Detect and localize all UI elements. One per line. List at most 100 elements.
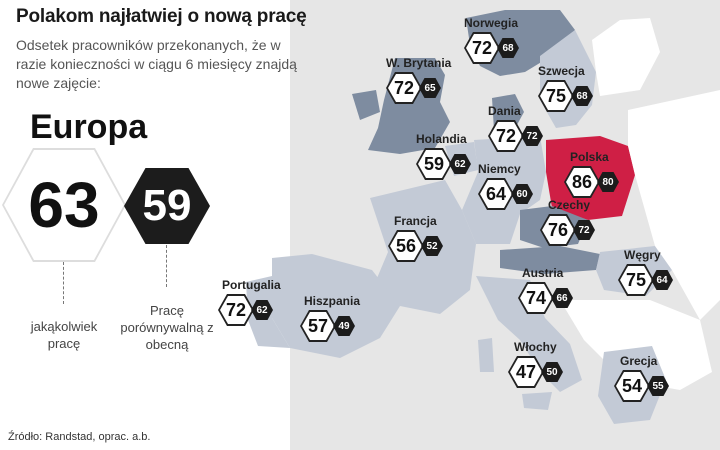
any-job-hexagon: 57 [300,310,336,342]
any-job-value: 72 [490,122,522,150]
comparable-job-value: 50 [541,362,563,382]
country-netherlands: Holandia 59 62 [416,132,471,180]
any-job-value: 64 [480,180,512,208]
comparable-job-value: 55 [647,376,669,396]
comparable-job-value: 62 [449,154,471,174]
country-name: Austria [522,266,564,280]
any-job-value: 72 [466,34,498,62]
country-values: 72 68 [464,32,519,64]
any-job-hexagon: 54 [614,370,650,402]
country-values: 72 65 [386,72,451,104]
country-name: Norwegia [464,16,519,30]
country-portugal: Portugalia 72 62 [218,278,281,326]
country-values: 74 66 [518,282,573,314]
country-values: 57 49 [300,310,360,342]
country-poland: Polska 86 80 [564,150,619,198]
any-job-value: 72 [220,296,252,324]
comparable-job-value: 72 [573,220,595,240]
country-czechia: Czechy 76 72 [540,198,595,246]
country-norway: Norwegia 72 68 [464,16,519,64]
europe-label: Europa [30,108,148,146]
comparable-job-value: 60 [511,184,533,204]
country-values: 59 62 [416,148,471,180]
country-greece: Grecja 54 55 [614,354,669,402]
any-job-hexagon: 72 [218,294,254,326]
page-subtitle: Odsetek pracowników przekonanych, że w r… [16,37,297,91]
country-name: Holandia [416,132,467,146]
region-ireland [352,90,380,120]
country-great-britain: W. Brytania 72 65 [386,56,451,104]
any-job-hexagon: 72 [488,120,524,152]
comparable-job-value: 66 [551,288,573,308]
country-values: 47 50 [508,356,563,388]
country-denmark: Dania 72 72 [488,104,543,152]
comparable-job-dashed-line [166,245,167,287]
comparable-job-value: 68 [571,86,593,106]
any-job-value: 76 [542,216,574,244]
comparable-job-value: 52 [421,236,443,256]
any-job-value: 86 [566,168,598,196]
country-name: Włochy [514,340,557,354]
any-job-hexagon: 64 [478,178,514,210]
page-title: Polakom najłatwiej o nową pracę [16,6,307,27]
any-job-value: 56 [390,232,422,260]
any-job-value: 54 [616,372,648,400]
any-job-hexagon: 86 [564,166,600,198]
any-job-value: 75 [620,266,652,294]
any-job-hexagon: 56 [388,230,424,262]
country-italy: Włochy 47 50 [508,340,563,388]
comparable-job-value: 80 [597,172,619,192]
comparable-job-value: 72 [521,126,543,146]
any-job-value: 72 [388,74,420,102]
country-name: Polska [570,150,609,164]
country-values: 75 64 [618,264,673,296]
comparable-job-value: 64 [651,270,673,290]
country-values: 56 52 [388,230,443,262]
any-job-hexagon: 75 [538,80,574,112]
region-sardinia [478,338,494,372]
any-job-hexagon: 59 [416,148,452,180]
country-name: Francja [394,214,437,228]
country-name: W. Brytania [386,56,452,70]
country-values: 72 62 [218,294,281,326]
country-name: Czechy [548,198,591,212]
comparable-job-value: 62 [251,300,273,320]
any-job-caption: jakąkolwiek pracę [30,319,98,351]
any-job-dashed-line [63,262,64,304]
country-name: Grecja [620,354,658,368]
comparable-job-value: 49 [333,316,355,336]
any-job-hexagon: 72 [464,32,500,64]
comparable-job-value: 65 [419,78,441,98]
region-eastern-europe [628,90,720,320]
comparable-job-value: 68 [497,38,519,58]
region-balkans [560,300,712,390]
any-job-value: 59 [418,150,450,178]
country-name: Hiszpania [304,294,361,308]
country-germany: Niemcy 64 60 [478,162,533,210]
country-name: Portugalia [222,278,281,292]
any-job-value: 74 [520,284,552,312]
region-austria [500,246,600,274]
any-job-value: 57 [302,312,334,340]
any-job-value: 47 [510,358,542,386]
country-spain: Hiszpania 57 49 [300,294,360,342]
country-sweden: Szwecja 75 68 [538,64,593,112]
any-job-hexagon: 75 [618,264,654,296]
country-france: Francja 56 52 [388,214,443,262]
comparable-job-caption: Pracę porównywalną z obecną [120,303,214,352]
any-job-hexagon: 74 [518,282,554,314]
source-note: Źródło: Randstad, oprac. a.b. [8,431,151,443]
country-values: 54 55 [614,370,669,402]
any-job-value: 75 [540,82,572,110]
country-austria: Austria 74 66 [518,266,573,314]
country-values: 72 72 [488,120,543,152]
country-values: 75 68 [538,80,593,112]
country-values: 76 72 [540,214,595,246]
any-job-hexagon: 72 [386,72,422,104]
country-name: Niemcy [478,162,521,176]
region-finland [592,18,660,96]
country-name: Dania [488,104,521,118]
region-sicily [522,392,552,410]
country-name: Węgry [624,248,661,262]
country-hungary: Węgry 75 64 [618,248,673,296]
